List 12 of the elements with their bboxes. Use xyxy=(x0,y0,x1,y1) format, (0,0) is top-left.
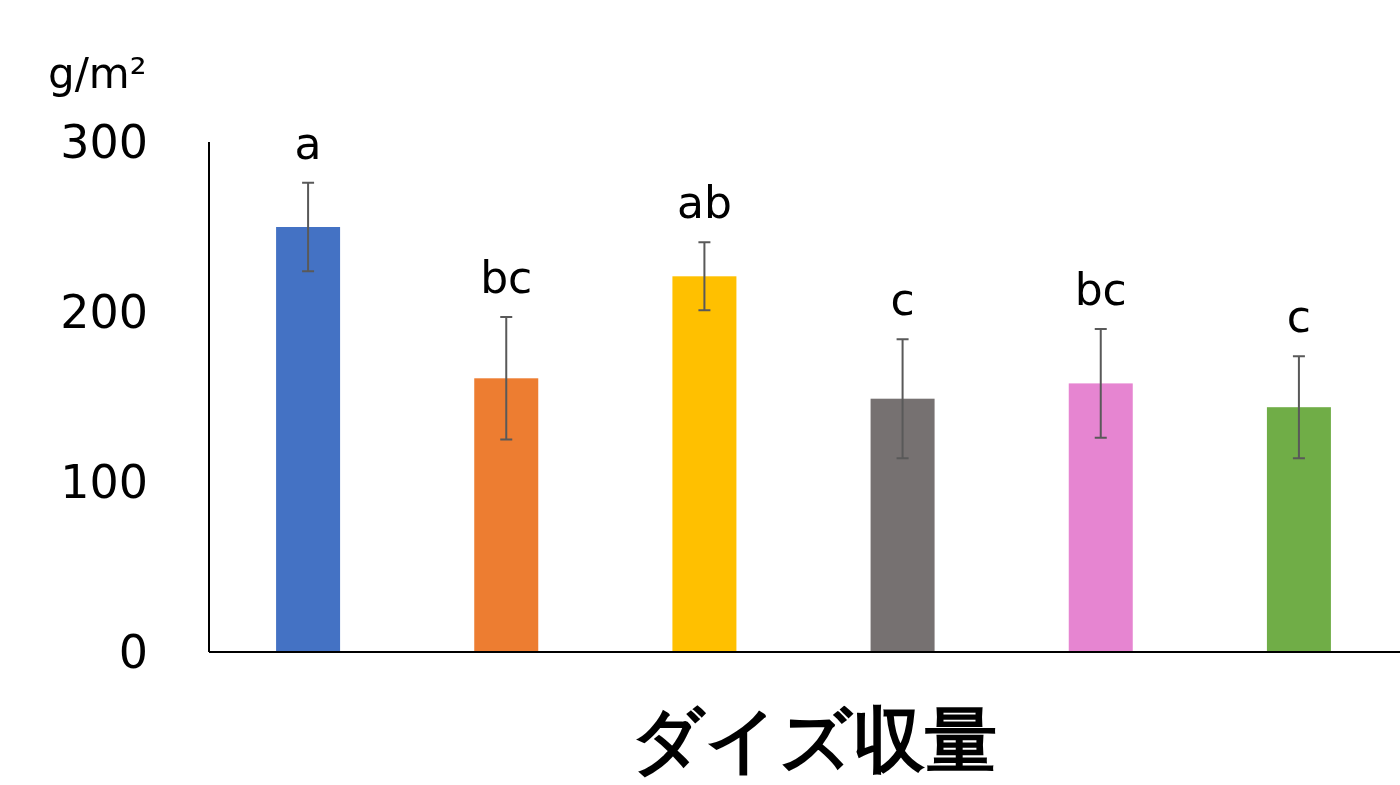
annotation: bc xyxy=(1074,264,1127,315)
annotation: a xyxy=(294,117,322,169)
annotation: bc xyxy=(480,252,533,304)
annotation: c xyxy=(1286,291,1312,343)
x-axis-title: ダイズ収量 xyxy=(630,698,997,782)
y-axis-title: g/m² xyxy=(48,49,147,98)
annotation: ab xyxy=(676,177,732,229)
y-tick-label: 0 xyxy=(118,625,148,679)
y-tick-label: 100 xyxy=(60,455,148,509)
y-tick-label: 300 xyxy=(60,115,148,169)
y-tick-label: 200 xyxy=(60,285,148,339)
annotation: c xyxy=(890,274,915,326)
